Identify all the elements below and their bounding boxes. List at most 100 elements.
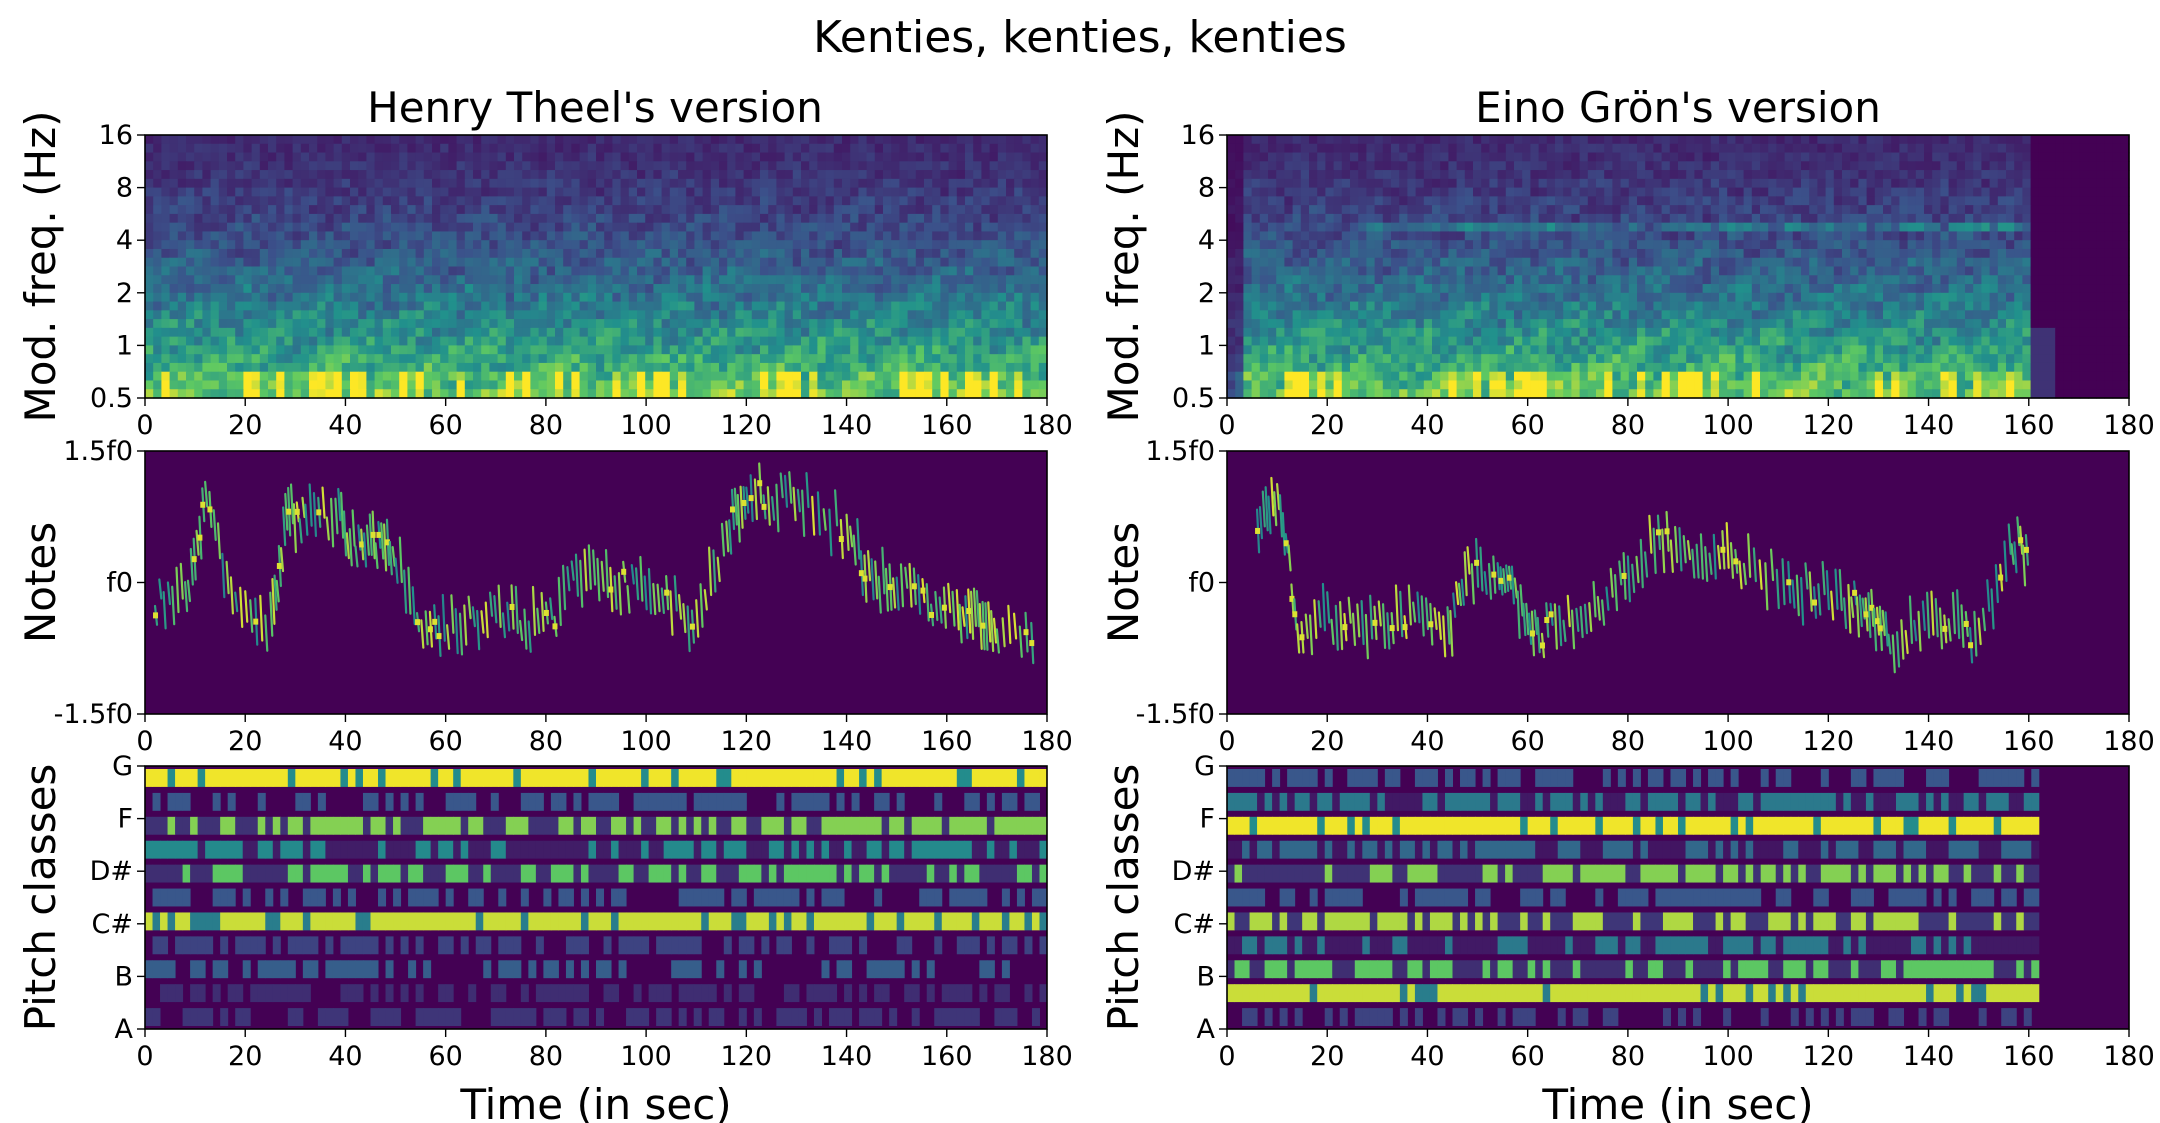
pitch-class-cell — [708, 888, 717, 907]
pitch-class-cell — [731, 888, 740, 907]
modulation-cell — [694, 135, 704, 145]
modulation-cell — [866, 336, 876, 346]
modulation-cell — [350, 380, 359, 390]
modulation-cell — [1555, 152, 1564, 162]
pitch-class-cell — [836, 864, 845, 883]
modulation-cell — [538, 161, 548, 171]
modulation-cell — [489, 336, 499, 346]
modulation-cell — [522, 319, 531, 329]
modulation-cell — [374, 231, 384, 241]
modulation-cell — [710, 196, 720, 206]
note-streak — [695, 599, 700, 638]
modulation-cell — [948, 275, 958, 285]
modulation-cell — [1022, 336, 1032, 346]
modulation-cell — [948, 284, 958, 294]
modulation-cell — [350, 345, 359, 355]
modulation-cell — [1014, 301, 1023, 311]
pitch-class-cell — [971, 792, 980, 811]
modulation-cell — [415, 143, 425, 154]
modulation-cell — [153, 371, 162, 382]
modulation-cell — [186, 319, 195, 329]
pitch-class-cell — [302, 792, 311, 811]
modulation-cell — [276, 222, 285, 233]
modulation-cell — [563, 371, 572, 382]
pitch-class-cell — [528, 1008, 537, 1026]
modulation-cell — [645, 205, 654, 215]
pitch-class-cell — [656, 840, 665, 859]
modulation-cell — [907, 345, 917, 355]
note-streak — [454, 608, 459, 655]
pitch-class-cell — [866, 960, 875, 979]
modulation-cell — [866, 240, 876, 250]
modulation-cell — [628, 240, 638, 250]
pitch-class-cell — [731, 912, 740, 931]
modulation-cell — [1891, 152, 1900, 162]
modulation-cell — [145, 178, 154, 189]
modulation-cell — [956, 248, 966, 259]
modulation-cell — [546, 248, 556, 259]
modulation-cell — [637, 327, 646, 338]
modulation-cell — [276, 205, 285, 215]
modulation-cell — [300, 170, 310, 180]
pitch-class-cell — [896, 912, 905, 931]
modulation-cell — [587, 354, 597, 364]
note-streak — [269, 591, 274, 637]
modulation-cell — [776, 170, 786, 180]
note-peak — [838, 536, 844, 543]
modulation-cell — [259, 196, 269, 206]
modulation-cell — [891, 231, 900, 241]
modulation-cell — [2038, 152, 2048, 162]
pitch-class-cell — [520, 984, 529, 1003]
modulation-cell — [579, 266, 589, 276]
modulation-cell — [1989, 135, 1999, 145]
pitch-class-cell — [693, 960, 702, 979]
modulation-cell — [309, 240, 318, 250]
modulation-cell — [300, 205, 310, 215]
modulation-cell — [514, 345, 523, 355]
pitch-class-cell — [543, 912, 552, 931]
pitch-class-cell — [934, 864, 943, 883]
pitch-class-cell — [1001, 936, 1010, 955]
modulation-cell — [784, 336, 794, 346]
pitch-class-cell — [340, 960, 349, 979]
modulation-cell — [186, 222, 195, 233]
modulation-cell — [251, 196, 261, 206]
modulation-cell — [620, 284, 630, 294]
modulation-cell — [546, 362, 556, 373]
modulation-cell — [899, 161, 909, 171]
modulation-cell — [965, 389, 974, 399]
pitch-class-cell — [340, 864, 349, 883]
pitch-class-cell — [686, 912, 695, 931]
pitch-class-cell — [806, 840, 815, 859]
modulation-cell — [850, 187, 859, 197]
modulation-cell — [710, 257, 720, 268]
modulation-cell — [276, 213, 285, 224]
modulation-cell — [801, 310, 810, 320]
modulation-cell — [776, 292, 786, 303]
modulation-cell — [612, 301, 622, 311]
modulation-cell — [177, 275, 187, 285]
pitch-class-cell — [603, 840, 612, 859]
modulation-cell — [694, 362, 704, 373]
note-streak — [411, 586, 416, 626]
modulation-cell — [850, 152, 859, 162]
modulation-cell — [1522, 135, 1531, 145]
modulation-cell — [1883, 143, 1892, 154]
note-streak — [703, 589, 708, 611]
modulation-cell — [571, 178, 581, 189]
modulation-cell — [210, 380, 220, 390]
pitch-class-cell — [453, 840, 462, 859]
modulation-cell — [227, 345, 236, 355]
modulation-cell — [407, 292, 417, 303]
pitch-class-cell — [896, 792, 905, 811]
modulation-cell — [300, 275, 310, 285]
modulation-cell — [497, 187, 507, 197]
pitch-class-cell — [212, 912, 221, 931]
note-streak — [652, 582, 657, 616]
modulation-cell — [842, 266, 851, 276]
modulation-cell — [768, 222, 777, 233]
modulation-cell — [374, 135, 384, 145]
modulation-cell — [719, 196, 728, 206]
modulation-cell — [973, 319, 982, 329]
modulation-cell — [1038, 161, 1048, 171]
